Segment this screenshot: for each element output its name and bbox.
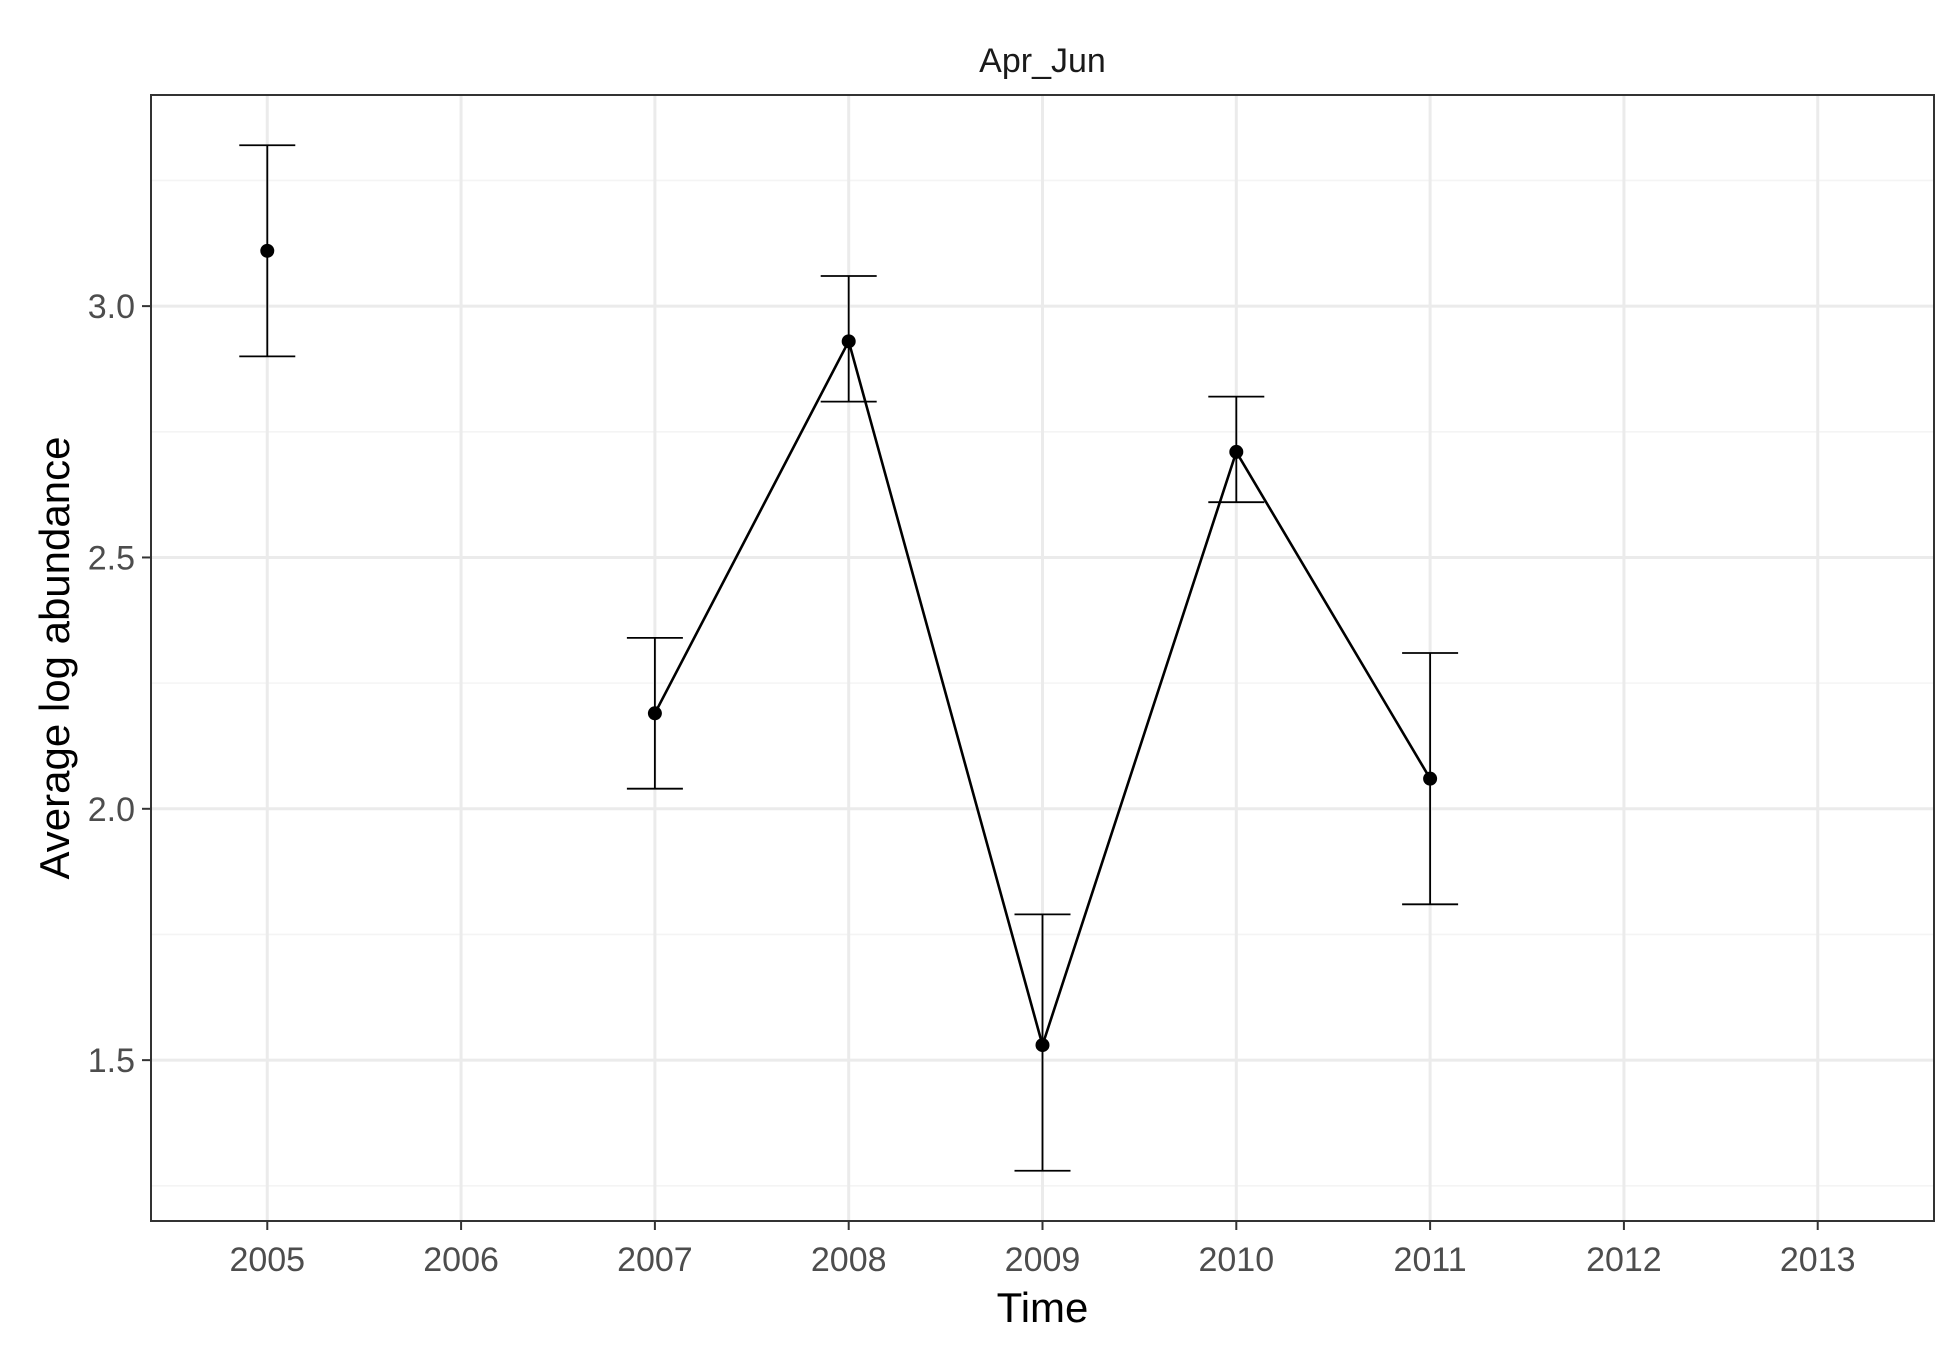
y-tick-label: 2.0: [88, 791, 135, 829]
y-tick-label: 2.5: [88, 539, 135, 577]
x-tick-label: 2011: [1394, 1241, 1467, 1279]
y-axis-ticks: 1.5 2.0 2.5 3.0: [88, 288, 151, 1080]
x-tick-label: 2006: [423, 1241, 499, 1279]
data-point: [1229, 444, 1244, 459]
x-tick-label: 2005: [229, 1241, 305, 1279]
y-tick-label: 1.5: [88, 1042, 135, 1080]
data-points: [260, 243, 1438, 1053]
y-tick-label: 3.0: [88, 288, 135, 326]
data-point: [647, 706, 662, 721]
data-point: [841, 334, 856, 349]
x-axis-title: Time: [997, 1284, 1089, 1331]
x-tick-label: 2008: [811, 1241, 887, 1279]
x-tick-label: 2007: [617, 1241, 693, 1279]
facet-title: Apr_Jun: [979, 42, 1106, 80]
data-point: [1423, 771, 1438, 786]
x-tick-label: 2010: [1198, 1241, 1274, 1279]
x-tick-label: 2012: [1586, 1241, 1662, 1279]
data-point: [1035, 1038, 1050, 1053]
x-tick-label: 2009: [1005, 1241, 1081, 1279]
y-axis-title: Average log abundance: [31, 437, 78, 880]
x-axis-ticks: 2005 2006 2007 2008 2009 2010 2011 2012 2013: [229, 1221, 1856, 1279]
data-point: [260, 243, 275, 258]
x-tick-label: 2013: [1780, 1241, 1856, 1279]
